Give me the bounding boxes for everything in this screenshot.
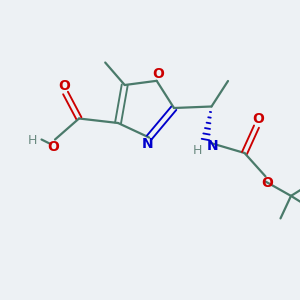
Text: N: N <box>206 139 218 152</box>
Text: O: O <box>252 112 264 126</box>
Text: O: O <box>48 140 59 154</box>
Text: N: N <box>142 137 154 151</box>
Text: H: H <box>192 143 202 157</box>
Text: O: O <box>58 79 70 92</box>
Text: O: O <box>261 176 273 190</box>
Text: H: H <box>28 134 37 148</box>
Text: O: O <box>152 67 164 81</box>
